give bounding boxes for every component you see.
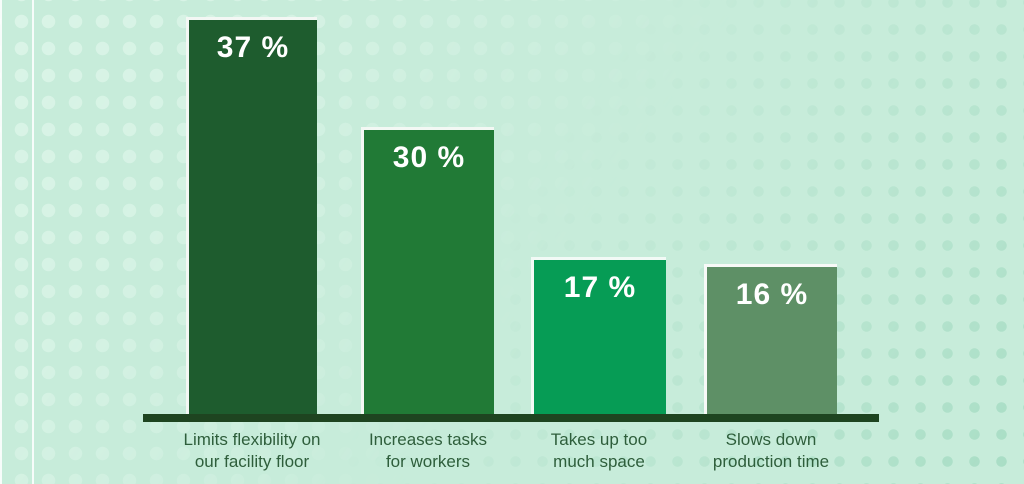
label-line: much space xyxy=(553,452,645,471)
bar-limits-flexibility: 37 % xyxy=(180,11,317,414)
label-line: Takes up too xyxy=(550,430,648,449)
bar-value-label: 17 % xyxy=(563,271,637,304)
bar-takes-up-space: 17 % xyxy=(525,251,666,414)
label-line: our facility floor xyxy=(194,452,310,471)
label-line: production time xyxy=(712,452,830,471)
category-label-takes-up-space: Takes up too much space xyxy=(487,429,711,473)
left-edge-divider xyxy=(0,0,2,484)
bar-value-label: 16 % xyxy=(735,278,809,311)
label-line: Increases tasks xyxy=(368,430,488,449)
left-inner-divider xyxy=(32,0,34,484)
label-line: for workers xyxy=(385,452,471,471)
category-label-slows-production: Slows down production time xyxy=(659,429,883,473)
label-line: Limits flexibility on xyxy=(183,430,321,449)
x-axis-baseline xyxy=(143,414,879,422)
bar-value-label: 37 % xyxy=(216,31,290,64)
category-label-limits-flexibility: Limits flexibility on our facility floor xyxy=(140,429,364,473)
bar-value-label: 30 % xyxy=(392,141,466,174)
category-label-increases-tasks: Increases tasks for workers xyxy=(316,429,540,473)
bar-slows-production: 16 % xyxy=(698,258,837,414)
label-line: Slows down xyxy=(725,430,817,449)
bar-increases-tasks: 30 % xyxy=(355,121,494,414)
